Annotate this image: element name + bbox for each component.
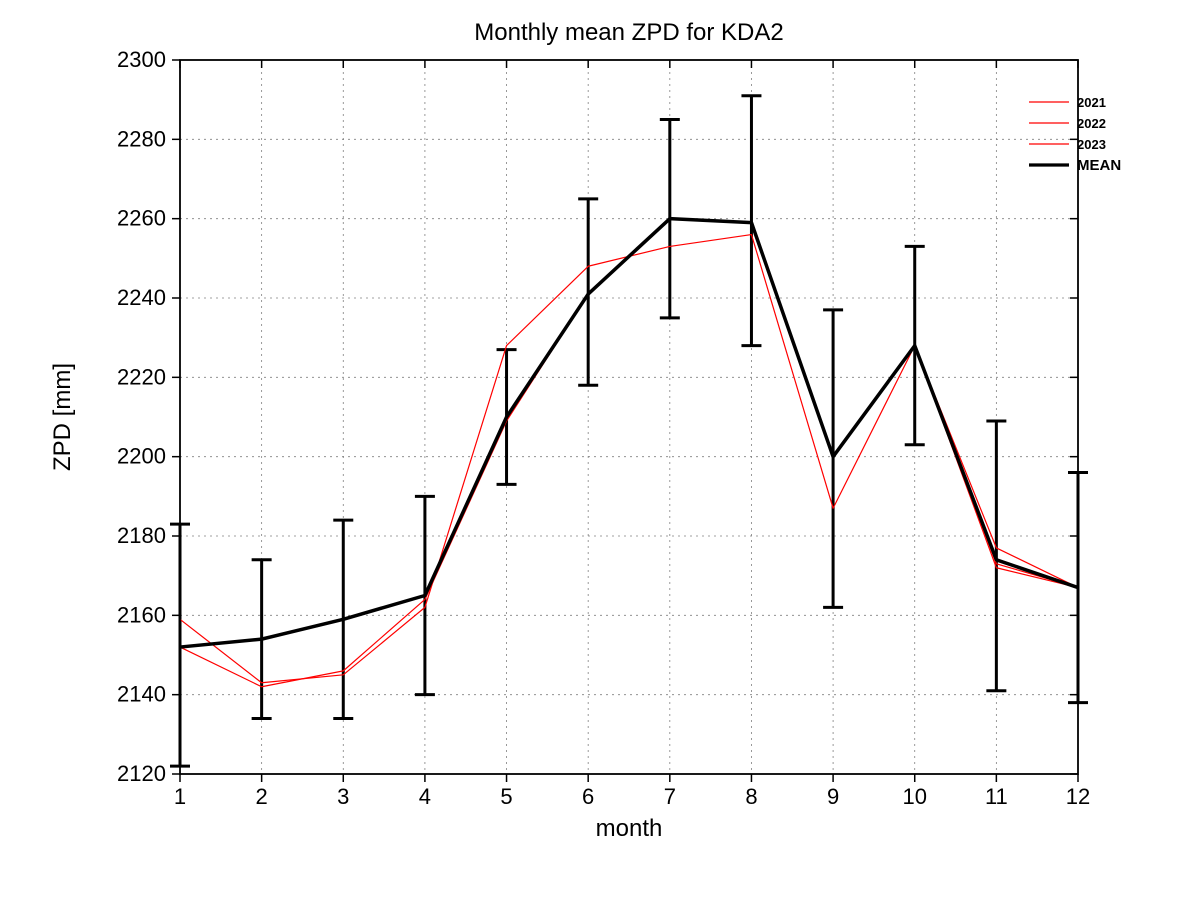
zpd-monthly-chart: 1234567891011122120214021602180220022202… — [0, 0, 1201, 901]
ytick-label: 2220 — [117, 364, 166, 389]
xtick-label: 10 — [902, 784, 926, 809]
legend-label: 2023 — [1077, 137, 1106, 152]
chart-container: 1234567891011122120214021602180220022202… — [0, 0, 1201, 901]
xtick-label: 3 — [337, 784, 349, 809]
xtick-label: 5 — [500, 784, 512, 809]
ytick-label: 2260 — [117, 206, 166, 231]
ytick-label: 2180 — [117, 523, 166, 548]
xtick-label: 11 — [985, 784, 1008, 809]
xtick-label: 9 — [827, 784, 839, 809]
legend-label: 2022 — [1077, 116, 1106, 131]
ytick-label: 2200 — [117, 444, 166, 469]
ytick-label: 2160 — [117, 602, 166, 627]
ytick-label: 2240 — [117, 285, 166, 310]
ytick-label: 2300 — [117, 47, 166, 72]
legend-label: MEAN — [1077, 157, 1121, 174]
legend-label: 2021 — [1077, 95, 1106, 110]
xtick-label: 4 — [419, 784, 431, 809]
xtick-label: 7 — [664, 784, 676, 809]
xtick-label: 12 — [1066, 784, 1090, 809]
xtick-label: 2 — [256, 784, 268, 809]
chart-title: Monthly mean ZPD for KDA2 — [474, 19, 783, 46]
xtick-label: 6 — [582, 784, 594, 809]
x-axis-label: month — [596, 815, 663, 842]
ytick-label: 2120 — [117, 761, 166, 786]
xtick-label: 1 — [174, 784, 186, 809]
y-axis-label: ZPD [mm] — [49, 363, 76, 471]
ytick-label: 2140 — [117, 682, 166, 707]
xtick-label: 8 — [745, 784, 757, 809]
ytick-label: 2280 — [117, 126, 166, 151]
